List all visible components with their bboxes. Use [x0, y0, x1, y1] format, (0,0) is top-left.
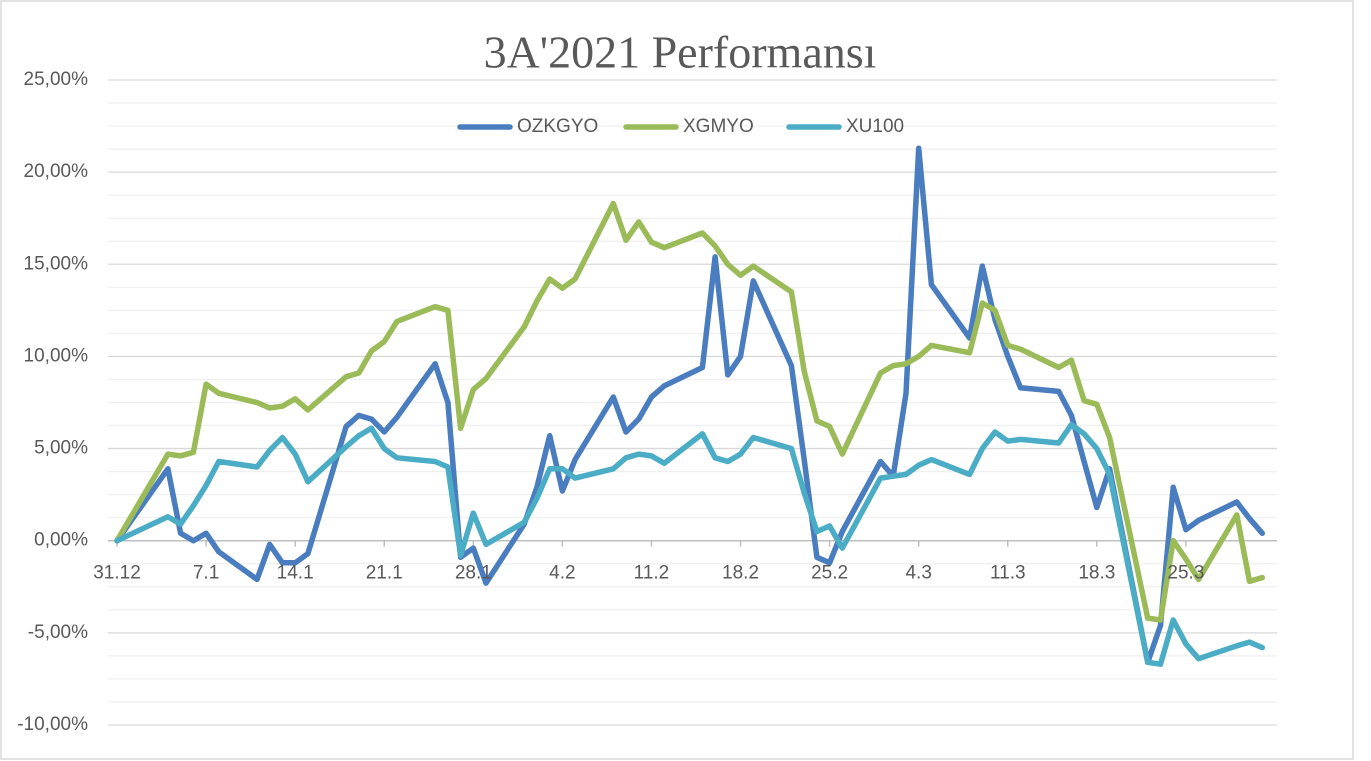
x-tick-label: 11.3	[990, 563, 1026, 584]
x-tick-label: 11.2	[634, 563, 670, 584]
x-tick-label: 21.1	[366, 563, 403, 584]
x-tick-label: 28.1	[455, 563, 492, 584]
y-tick-label: 20,00%	[24, 161, 89, 182]
legend-label: OZKGYO	[517, 116, 598, 137]
legend-label: XU100	[846, 116, 904, 137]
series-line	[114, 200, 1266, 623]
x-tick-label: 18.2	[722, 563, 759, 584]
x-tick-label: 31.12	[93, 563, 141, 584]
y-tick-label: 0,00%	[34, 530, 88, 551]
y-tick-label: -10,00%	[17, 714, 88, 735]
series-line	[114, 421, 1266, 667]
x-tick-label: 14.1	[277, 563, 314, 584]
chart-title: 3A'2021 Performansı	[484, 27, 877, 78]
x-tick-label: 7.1	[193, 563, 219, 584]
x-tick-label: 4.2	[549, 563, 575, 584]
x-tick-label: 25.3	[1167, 563, 1204, 584]
y-tick-label: 15,00%	[24, 253, 89, 274]
x-tick-label: 25.2	[811, 563, 848, 584]
x-tick-label: 4.3	[905, 563, 931, 584]
legend-label: XGMYO	[683, 116, 754, 137]
x-tick-label: 18.3	[1078, 563, 1115, 584]
lines	[114, 145, 1266, 667]
grid	[108, 79, 1277, 726]
y-tick-label: 25,00%	[24, 69, 89, 90]
y-tick-label: -5,00%	[28, 622, 88, 643]
y-tick-label: 5,00%	[34, 438, 88, 459]
y-tick-label: 10,00%	[24, 345, 89, 366]
series-line	[114, 145, 1266, 666]
